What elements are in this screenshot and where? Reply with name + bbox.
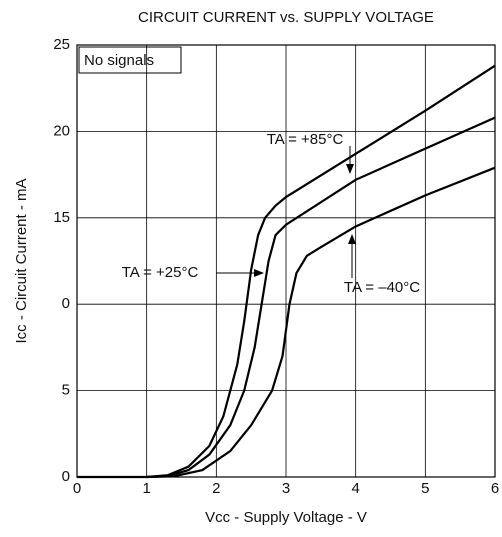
- x-tick-label: 5: [421, 480, 429, 497]
- y-tick-label: 0: [62, 295, 70, 312]
- y-tick-label: 20: [53, 122, 70, 139]
- arrows: [216, 146, 356, 278]
- y-tick-label: 25: [53, 36, 70, 53]
- note: No signals: [84, 52, 154, 69]
- x-tick-label: 0: [73, 480, 81, 497]
- curve: [146, 116, 496, 479]
- chart-title: CIRCUIT CURRENT vs. SUPPLY VOLTAGE: [138, 9, 434, 26]
- y-tick-label: 15: [53, 209, 70, 226]
- note-box: [78, 46, 182, 74]
- x-tick-label: 2: [212, 480, 220, 497]
- series-label: TA = +25°C: [122, 264, 199, 281]
- x-tick-label: 4: [351, 480, 359, 497]
- y-tick-label: 5: [62, 382, 70, 399]
- curve: [146, 166, 496, 479]
- x-tick-label: 6: [491, 480, 499, 497]
- y-tick-label: 0: [62, 468, 70, 485]
- series-label: TA = +85°C: [267, 131, 344, 148]
- series-label: TA = –40°C: [344, 279, 420, 296]
- x-tick-label: 3: [282, 480, 290, 497]
- y-axis-label: Icc - Circuit Current - mA: [13, 178, 30, 343]
- plot-frame: [76, 44, 496, 478]
- x-tick-label: 1: [142, 480, 150, 497]
- curve: [77, 64, 496, 479]
- x-axis-label: Vcc - Supply Voltage - V: [205, 509, 367, 526]
